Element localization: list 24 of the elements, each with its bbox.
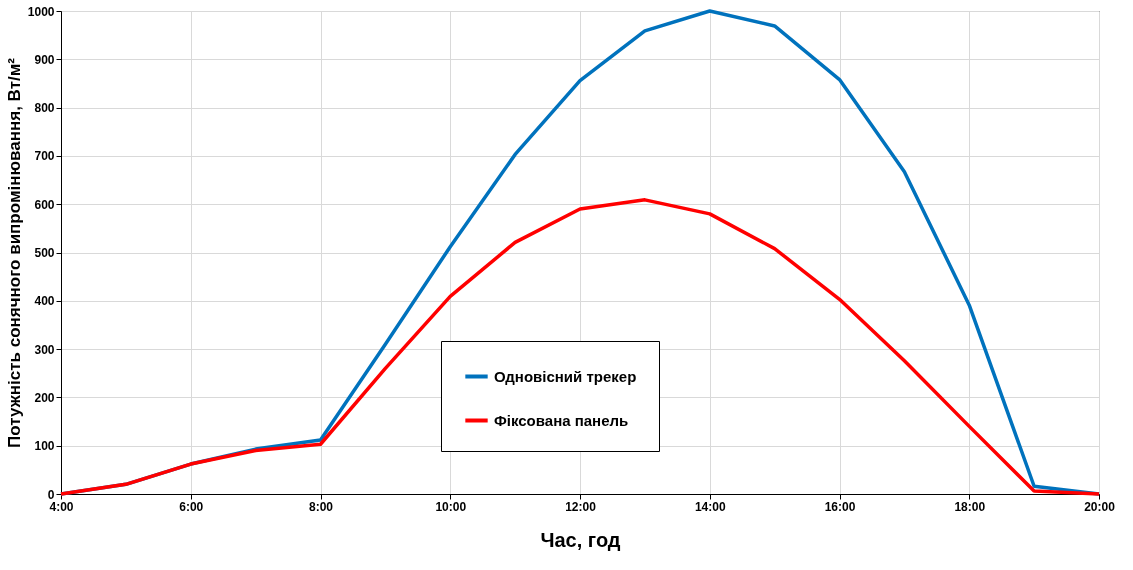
x-tick-label: 10:00 (435, 499, 467, 514)
y-tick-label: 800 (34, 101, 55, 116)
x-tick-label: 12:00 (565, 499, 597, 514)
x-tick-label: 4:00 (49, 499, 74, 514)
y-axis-title: Потужність сонячного випромінювання, Вт/м² (4, 57, 24, 448)
x-tick-label: 16:00 (824, 499, 856, 514)
y-tick-label: 600 (34, 197, 55, 212)
y-tick-label: 400 (34, 294, 55, 309)
x-tick-label: 20:00 (1084, 499, 1116, 514)
y-tick-label: 100 (34, 439, 55, 454)
y-tick-label: 500 (34, 246, 55, 260)
y-tick-label: 900 (34, 52, 55, 67)
x-tick-label: 6:00 (179, 499, 204, 514)
y-tick-label: 0 (47, 487, 55, 502)
x-axis-title: Час, год (540, 528, 621, 551)
legend-label: Фіксована панель (494, 411, 629, 429)
y-tick-label: 200 (34, 390, 55, 405)
y-tick-label: 1000 (27, 4, 55, 19)
x-tick-label: 8:00 (308, 499, 334, 514)
legend-label: Одновісний трекер (494, 367, 637, 385)
x-tick-label: 18:00 (954, 499, 986, 514)
x-tick-label: 14:00 (694, 499, 726, 514)
y-tick-label: 700 (34, 149, 55, 164)
y-tick-label: 300 (34, 342, 55, 357)
